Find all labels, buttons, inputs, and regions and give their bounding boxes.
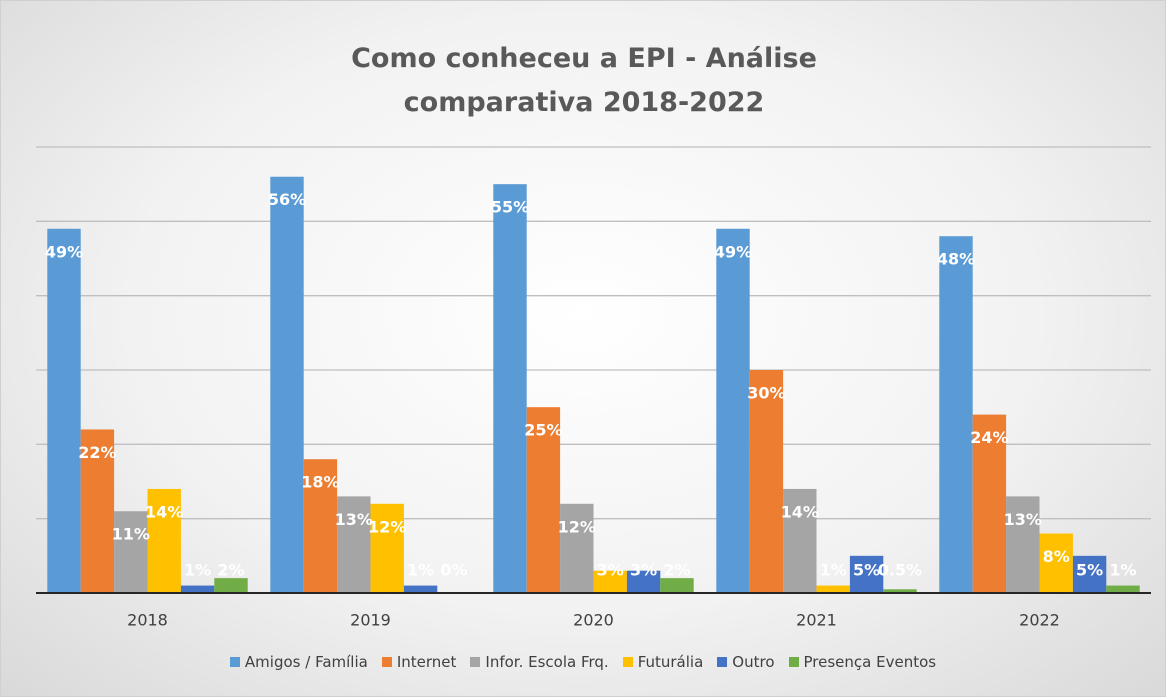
data-label: 0.5% (878, 561, 922, 580)
bar (1039, 533, 1073, 593)
bar (270, 176, 304, 593)
data-label: 18% (301, 473, 339, 492)
data-label: 11% (112, 525, 150, 544)
data-label: 12% (368, 517, 406, 536)
chart-title: Como conheceu a EPI - Análise comparativ… (351, 43, 817, 118)
data-label: 1% (184, 561, 211, 580)
bar (303, 459, 338, 593)
legend-item: Amigos / Família (229, 653, 368, 671)
bar (493, 184, 527, 593)
legend-item: Futurália (622, 653, 704, 671)
bar (716, 228, 750, 593)
data-label: 3% (630, 561, 657, 580)
legend-swatch (470, 657, 481, 667)
bar (214, 578, 248, 593)
legend-label: Internet (396, 653, 457, 671)
x-tick-label: 2019 (350, 611, 391, 630)
legend-swatch (229, 657, 240, 667)
data-label: 14% (145, 502, 183, 521)
data-label: 2% (217, 561, 244, 580)
data-label: 13% (335, 510, 373, 529)
data-label: 13% (1004, 510, 1042, 529)
bar (526, 407, 561, 593)
legend-label: Presença Eventos (803, 653, 937, 671)
bar (370, 503, 404, 593)
legend: Amigos / Família Internet Infor. Escola Fr… (1, 653, 1165, 671)
legend-swatch (788, 657, 799, 667)
bar (114, 511, 148, 593)
legend-item: Outro (717, 653, 775, 671)
legend-label: Amigos / Família (244, 653, 368, 671)
legend-item: Infor. Escola Frq. (470, 653, 609, 671)
data-label: 25% (524, 421, 562, 440)
bar (972, 414, 1007, 593)
data-label: 8% (1043, 547, 1070, 566)
data-label: 2% (663, 561, 690, 580)
bar (626, 570, 661, 593)
legend-label: Infor. Escola Frq. (485, 653, 609, 671)
data-label: 5% (853, 561, 880, 580)
legend-item: Presença Eventos (788, 653, 937, 671)
data-label: 14% (781, 502, 819, 521)
x-tick-label: 2022 (1019, 611, 1060, 630)
x-tick-label: 2021 (796, 611, 837, 630)
x-tick-label: 2020 (573, 611, 614, 630)
bar (1006, 496, 1040, 593)
data-label: 56% (268, 190, 306, 209)
bar (849, 555, 884, 593)
bar (1072, 555, 1107, 593)
bar (560, 503, 594, 593)
bar (783, 488, 817, 593)
bar (883, 589, 917, 593)
legend-label: Futurália (637, 653, 704, 671)
data-label: 1% (1109, 561, 1136, 580)
legend-item: Internet (381, 653, 457, 671)
bar (749, 370, 784, 593)
data-label: 0% (440, 561, 467, 580)
data-label: 12% (558, 517, 596, 536)
data-label: 48% (937, 250, 975, 269)
bar (180, 585, 215, 593)
x-tick-label: 2018 (127, 611, 168, 630)
data-label: 5% (1076, 561, 1103, 580)
data-label: 22% (78, 443, 116, 462)
data-label: 1% (407, 561, 434, 580)
bar (816, 585, 850, 593)
data-label: 30% (747, 384, 785, 403)
data-label: 49% (45, 242, 83, 261)
bar (403, 585, 438, 593)
bar (593, 570, 627, 593)
legend-swatch (381, 657, 392, 667)
bar (1106, 585, 1140, 593)
bar (939, 236, 973, 593)
bar (80, 429, 115, 593)
bar (337, 496, 371, 593)
data-label: 55% (491, 198, 529, 217)
legend-swatch (717, 657, 728, 667)
legend-swatch (622, 657, 633, 667)
data-label: 24% (970, 428, 1008, 447)
data-label: 3% (597, 561, 624, 580)
bar (147, 488, 181, 593)
legend-label: Outro (732, 653, 775, 671)
bar (660, 578, 694, 593)
bar (47, 228, 81, 593)
data-label: 49% (714, 242, 752, 261)
data-label: 1% (820, 561, 847, 580)
